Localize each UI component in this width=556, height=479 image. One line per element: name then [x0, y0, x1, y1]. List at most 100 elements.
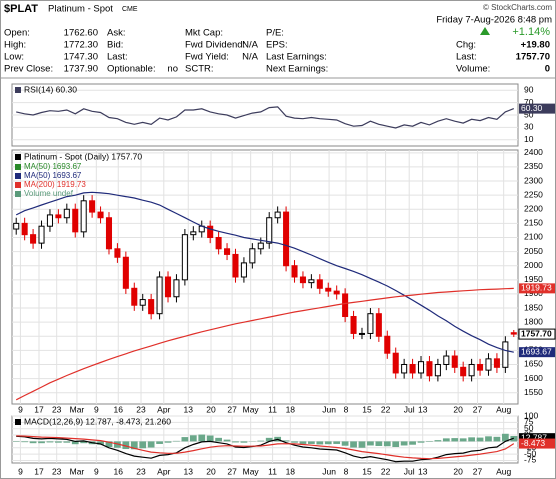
x-tick-label: 15	[362, 466, 372, 476]
series-line	[16, 435, 515, 460]
field-label: Last:	[456, 52, 477, 63]
x-tick-label: Apr	[157, 466, 170, 476]
histogram-bar	[400, 441, 408, 446]
candle-body	[207, 225, 214, 238]
x-tick-label: 23	[52, 466, 62, 476]
histogram-bar	[189, 435, 197, 442]
x-tick-label: 16	[114, 466, 124, 476]
histogram-bar	[139, 441, 147, 449]
field-value: N/A	[242, 40, 259, 51]
change-pct: +1.14%	[512, 26, 550, 38]
candle-body	[114, 248, 121, 258]
field-value: 1737.90	[64, 64, 98, 75]
histogram-bar	[164, 441, 172, 443]
legend-label: MA(50) 1693.67	[24, 162, 82, 171]
value-tag	[519, 103, 555, 114]
histogram-bar	[46, 441, 54, 443]
candle-body	[409, 363, 416, 374]
candle-body	[384, 335, 391, 354]
x-tick-label: 18	[286, 404, 296, 414]
x-tick-label: 20	[453, 466, 463, 476]
candle-body	[105, 217, 113, 250]
histogram-bar	[324, 441, 332, 445]
field-label: EPS:	[266, 40, 288, 51]
y-tick-label: 1600	[524, 373, 543, 383]
histogram-bar	[485, 436, 492, 442]
y-tick-label: 2000	[524, 260, 543, 270]
histogram-bar	[29, 441, 37, 444]
candle-body	[316, 279, 323, 289]
histogram-bar	[232, 441, 239, 443]
candle-body	[21, 222, 28, 236]
legend-swatch	[15, 154, 21, 160]
candle-body	[493, 358, 500, 368]
field-label: Low:	[4, 52, 24, 63]
candle-body	[358, 332, 366, 335]
legend-label: MA(50) 1693.67	[24, 171, 82, 180]
candle-body	[97, 211, 104, 219]
candle-body	[502, 341, 509, 368]
value-tag-label: 1757.70	[521, 328, 552, 338]
value-tag-label: -8.473	[521, 438, 545, 448]
candle-body	[350, 316, 357, 334]
y-tick-label: 1550	[524, 387, 543, 397]
y-tick-label: 50	[524, 109, 534, 119]
field-label: Ask:	[107, 28, 125, 39]
value-tag-label: 1693.67	[521, 346, 552, 356]
y-tick-label: 2200	[524, 204, 543, 214]
histogram-bar	[468, 437, 475, 442]
value-tag	[519, 433, 555, 444]
y-tick-label: 90	[524, 84, 534, 94]
candle-body	[451, 355, 458, 368]
x-tick-label: Aug	[496, 404, 511, 414]
histogram-bar	[417, 441, 425, 443]
field-label: Optionable:	[107, 64, 156, 75]
series-line	[15, 287, 514, 401]
x-tick-label: 9	[18, 466, 23, 476]
candle-body	[299, 276, 306, 284]
datetime: Friday 7-Aug-2026 8:48 pm	[436, 15, 552, 26]
histogram-bar	[198, 434, 206, 442]
field-value: 1747.30	[64, 52, 98, 63]
field-label: High:	[4, 40, 26, 51]
candle-body	[460, 366, 467, 377]
x-tick-label: 23	[52, 404, 62, 414]
x-tick-label: Jul	[404, 404, 415, 414]
field-label: Fwd Dividend:	[185, 40, 245, 51]
x-tick-label: Apr	[157, 404, 170, 414]
x-tick-label: Mar	[70, 404, 85, 414]
field-label: Bid:	[107, 40, 123, 51]
x-tick-label: 9	[18, 404, 23, 414]
candle-body	[468, 363, 475, 377]
candle-body	[342, 293, 349, 318]
y-tick-label: 10	[524, 134, 534, 144]
field-label: Last:	[107, 52, 128, 63]
histogram-bar	[156, 441, 163, 444]
histogram-bar	[358, 441, 366, 448]
x-tick-label: Jun	[322, 466, 336, 476]
x-tick-label: Mar	[70, 466, 85, 476]
legend-swatch	[15, 182, 21, 188]
series-line	[15, 191, 514, 353]
candle-body	[274, 211, 281, 219]
candle-body	[38, 225, 45, 244]
candle-body	[131, 287, 138, 306]
field-label: P/E:	[266, 28, 284, 39]
field-value: 1772.30	[64, 40, 98, 51]
legend-swatch	[15, 419, 21, 425]
histogram-bar	[341, 441, 349, 446]
histogram-bar	[71, 441, 79, 445]
candle-body	[164, 276, 172, 298]
x-tick-label: 8	[344, 466, 349, 476]
x-tick-label: 9	[94, 466, 99, 476]
candle-body	[232, 253, 239, 278]
candle-body	[80, 200, 87, 233]
value-tag	[518, 328, 556, 340]
value-tag	[519, 347, 555, 358]
candle-body	[55, 214, 62, 219]
field-label: Last Earnings:	[266, 52, 327, 63]
candle-body	[190, 231, 197, 236]
candle-body	[325, 287, 332, 292]
candle-body	[257, 242, 264, 250]
candle-body	[46, 214, 53, 227]
